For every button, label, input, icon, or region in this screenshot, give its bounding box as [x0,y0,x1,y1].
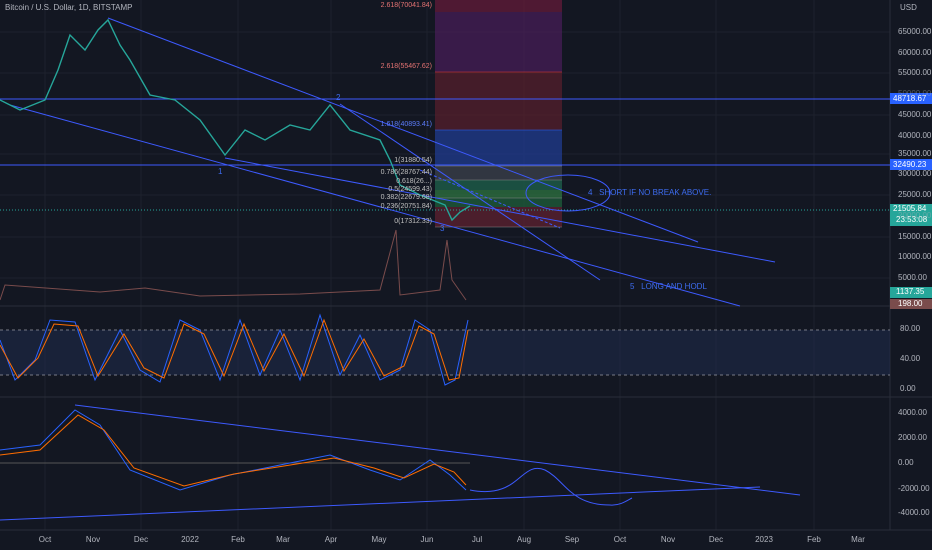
time-axis-label: Nov [86,535,100,544]
price-axis-label: 25000.00 [898,190,932,199]
fib-label: 0.382(22679.68) [381,194,432,201]
annotation: 3 [440,224,445,233]
macd-axis-label: 0.00 [898,458,914,467]
time-axis-label: Feb [231,535,245,544]
fib-label: 2.618(70041.84) [381,2,432,9]
price-axis-label: 20000.00 [898,211,932,220]
time-axis-label: Mar [851,535,865,544]
time-axis-label: 2022 [181,535,199,544]
price-axis-label: 65000.00 [898,27,932,36]
fib-zones [435,0,562,228]
macd-axis-label: 2000.00 [898,433,927,442]
time-axis-label: Jul [472,535,482,544]
chart-title: Bitcoin / U.S. Dollar, 1D, BITSTAMP [5,3,132,12]
fib-label: 0.618(26...) [396,178,432,185]
fib-label: 0.236(20751.84) [381,203,432,210]
time-axis-label: Feb [807,535,821,544]
stoch-axis-label: 40.00 [900,354,921,363]
price-axis-label: 55000.00 [898,68,932,77]
macd-axis-label: 4000.00 [898,408,927,417]
macd-axis-label: -4000.00 [898,508,930,517]
annotation: 5 LONG AND HODL [630,282,707,291]
time-axis-label: Oct [39,535,52,544]
last-price: 21505.84 [893,204,927,213]
stoch-axis-label: 80.00 [900,324,921,333]
time-axis-label: Apr [325,535,338,544]
price-axis-label: 60000.00 [898,48,932,57]
price-series [0,18,471,222]
annotation: 4 SHORT IF NO BREAK ABOVE. [588,188,711,197]
time-axis-label: 2023 [755,535,773,544]
time-axis-label: May [371,535,386,544]
trendlines [0,17,801,521]
time-axis-label: Oct [614,535,627,544]
time-axis-label: Dec [709,535,723,544]
time-axis-label: Jun [421,535,434,544]
volume-series [0,229,467,301]
stoch-axis-label: 0.00 [900,384,916,393]
price-axis-label: 15000.00 [898,232,932,241]
fib-label: 0.786(28767.44) [381,169,432,176]
stoch-d [0,318,469,381]
annotation: 1 [218,167,223,176]
price-axis-label: 5000.00 [898,273,927,282]
volume-ma-tag: 198.00 [898,299,923,308]
macd-line [0,409,467,491]
price-tag [890,93,932,104]
time-axis-label: Dec [134,535,148,544]
fib-label: 0.5(24599.43) [388,186,432,193]
price-tag-label: 48718.67 [893,94,927,103]
price-tag-label: 32490.23 [893,160,927,169]
price-tag [890,299,932,309]
volume-tag: 1137.35 [896,287,925,296]
price-tag [890,204,932,226]
stoch-k [0,313,469,386]
fib-label: 2.618(55467.62) [381,63,432,70]
price-axis-label: 30000.00 [898,169,932,178]
fib-label: 1(31880.54) [394,157,432,164]
signal-line [0,414,467,487]
time-axis-label: Nov [661,535,675,544]
countdown: 23:53:08 [896,215,928,224]
time-axis-label: Mar [276,535,290,544]
time-axis-label: Sep [565,535,580,544]
price-tag [890,159,932,170]
fib-label: 0(17312.33) [394,218,432,225]
price-tag [890,287,932,298]
price-axis-label: 35000.00 [898,149,932,158]
price-axis-label: 40000.00 [898,131,932,140]
price-axis-label: 50000.00 [898,89,932,98]
time-axis-label: Aug [517,535,531,544]
price-axis-label: 45000.00 [898,110,932,119]
fib-label: 1.618(40893.41) [381,121,432,128]
macd-axis-label: -2000.00 [898,484,930,493]
annotation: 2 [336,93,341,102]
currency: USD [900,3,917,12]
price-axis-label: 10000.00 [898,252,932,261]
